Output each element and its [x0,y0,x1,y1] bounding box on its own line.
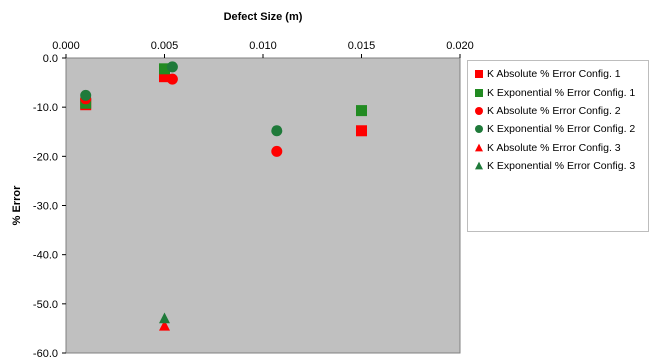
series-4-point [80,89,92,101]
series-6-point [159,312,170,324]
data-points [80,61,367,331]
triangle-marker-icon [475,143,483,152]
square-marker-icon [475,88,483,97]
x-tick-label: 0.005 [151,40,179,52]
plot-area [65,57,461,354]
legend-item: K Exponential % Error Config. 3 [474,157,648,175]
series-5-point [159,319,170,331]
x-tick-label: 0.020 [446,40,474,52]
y-tick-label: -60.0 [33,348,58,360]
x-axis-title: Defect Size (m) [224,11,303,23]
y-tick-label: -40.0 [33,250,58,262]
legend-label: K Absolute % Error Config. 1 [487,68,621,81]
legend-item: K Absolute % Error Config. 1 [474,65,648,83]
y-tick-label: -30.0 [33,201,58,213]
circle-marker-icon [475,125,483,134]
x-tick-label: 0.010 [249,40,277,52]
legend-label: K Exponential % Error Config. 1 [487,86,636,99]
x-tick-label: 0.000 [52,40,80,52]
legend-item: K Absolute % Error Config. 3 [474,139,648,157]
legend-label: K Absolute % Error Config. 3 [487,141,621,154]
y-tick-label: 0.0 [43,53,58,65]
legend-label: K Exponential % Error Config. 2 [487,123,636,136]
legend-item: K Exponential % Error Config. 2 [474,120,648,138]
series-2-point [159,63,170,75]
y-axis-title: % Error [11,185,23,225]
series-1-point [159,71,170,83]
legend-item: K Absolute % Error Config. 2 [474,102,648,120]
y-tick-label: -50.0 [33,299,58,311]
y-tick-label: -20.0 [33,151,58,163]
series-4-point [271,125,283,137]
legend-item: K Exponential % Error Config. 1 [474,83,648,101]
series-3-point [166,73,178,85]
triangle-marker-icon [475,161,483,170]
circle-marker-icon [475,106,483,115]
x-tick-label: 0.015 [348,40,376,52]
legend-label: K Absolute % Error Config. 2 [487,104,621,117]
series-3-point [271,145,283,157]
series-1-point [356,125,367,137]
series-4-point [166,61,178,73]
x-axis-ticks: 0.000 0.005 0.010 0.015 0.020 [52,40,474,58]
series-2-point [356,105,367,117]
square-marker-icon [475,70,483,79]
y-tick-label: -10.0 [33,102,58,114]
legend: K Absolute % Error Config. 1 K Exponentia… [467,60,649,232]
legend-label: K Exponential % Error Config. 3 [487,160,636,173]
y-axis-ticks: 0.0 -10.0 -20.0 -30.0 -40.0 -50.0 -60.0 [33,53,66,360]
